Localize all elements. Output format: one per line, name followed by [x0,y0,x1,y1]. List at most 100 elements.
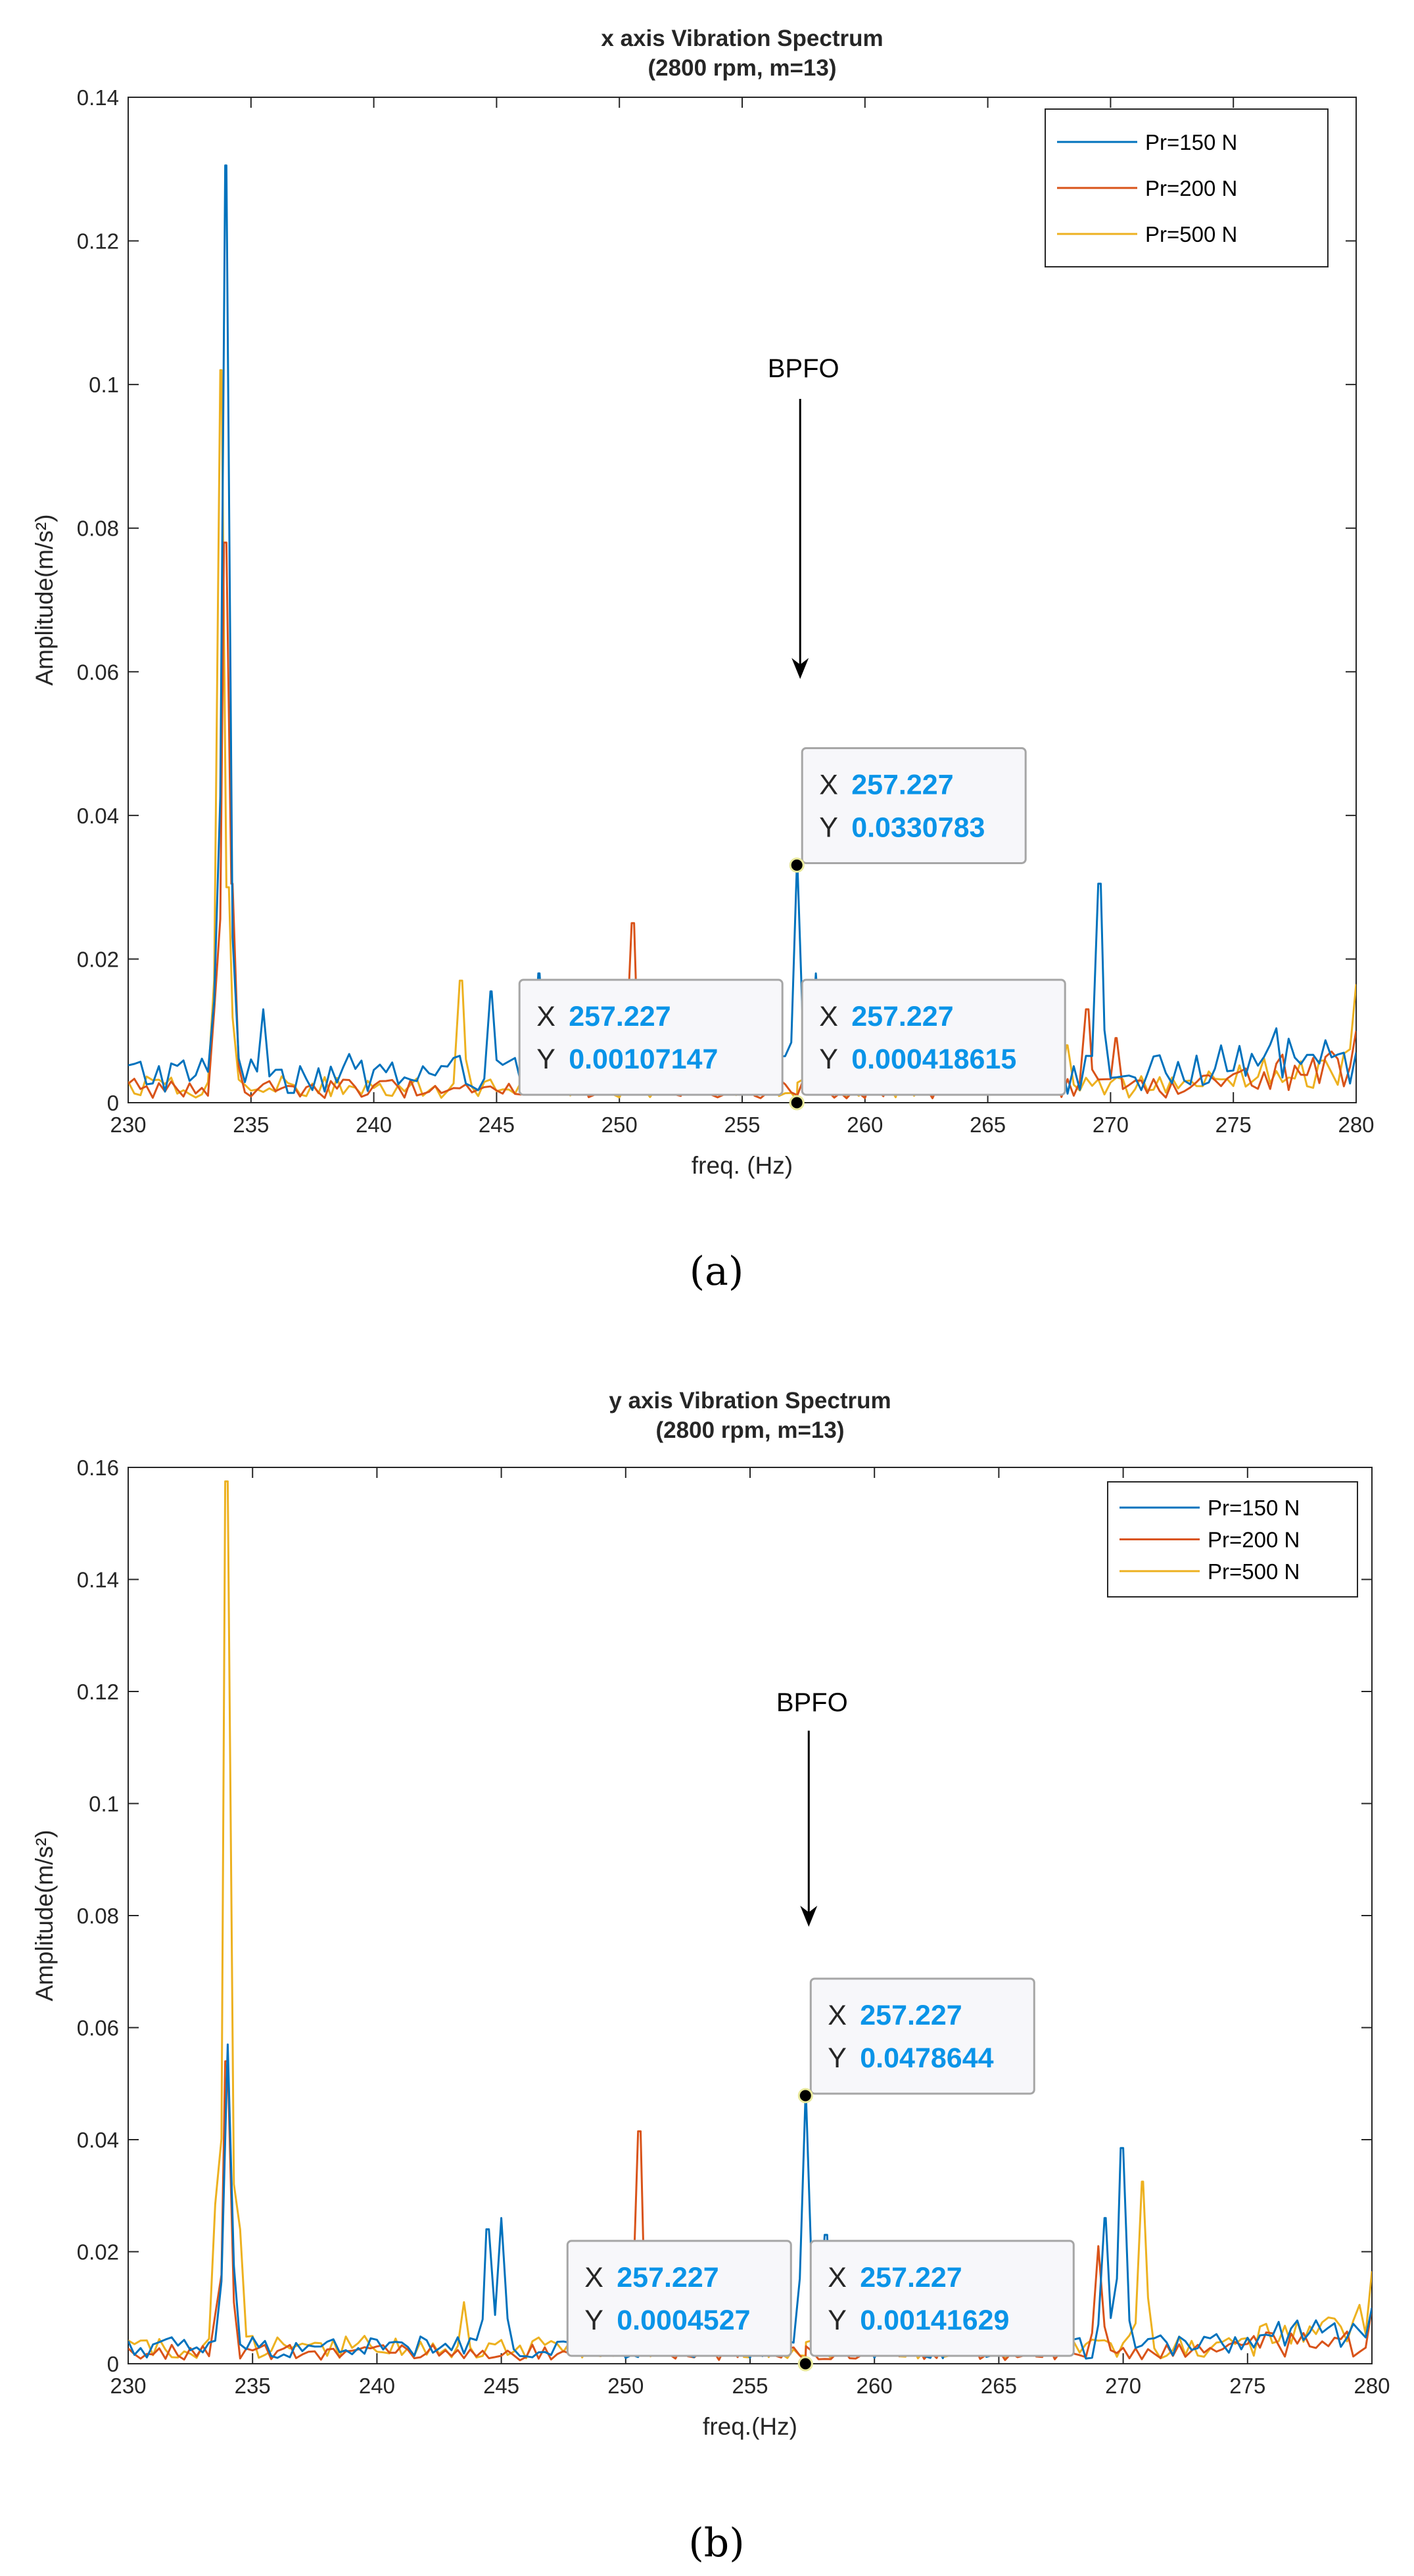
x-tick-label: 245 [479,1113,515,1137]
datatip-x-value: 257.227 [569,1001,671,1032]
datatip-y-value: 0.0330783 [851,812,985,844]
chart-subtitle: (2800 rpm, m=13) [648,55,837,81]
datatip-y-value: 0.0004527 [617,2305,750,2336]
y-tick-label: 0.12 [77,229,119,254]
bpfo-arrowhead [791,658,809,679]
x-tick-label: 275 [1229,2374,1265,2398]
datatip-box [566,2240,792,2357]
datatip-y-key: Y [819,1044,838,1075]
datatip-x-value: 257.227 [860,2000,962,2031]
legend-entry: Pr=150 N [1208,1496,1300,1520]
legend-entry: Pr=500 N [1145,222,1237,246]
x-tick-label: 255 [724,1113,760,1137]
plot-area [128,1467,1373,2364]
legend-entry: Pr=150 N [1145,130,1237,154]
legend: Pr=150 N Pr=200 N Pr=500 N [1045,108,1329,267]
y-tick-label: 0.02 [77,947,119,971]
y-tick-label: 0.06 [77,660,119,684]
x-tick-label: 250 [607,2374,644,2398]
y-tick-label: 0.02 [77,2240,119,2265]
x-tick-label: 250 [601,1113,638,1137]
chart-title: x axis Vibration Spectrum [601,26,883,51]
datatip-x-key: X [828,2000,847,2031]
datatip-x-value: 257.227 [860,2262,962,2293]
legend-entry: Pr=500 N [1208,1559,1300,1584]
datatip-x-key: X [828,2262,847,2293]
y-tick-label: 0.04 [77,804,119,828]
datatip-y-key: Y [584,2305,603,2336]
datatip-y-key: Y [536,1044,555,1075]
datatip-x-value: 257.227 [851,770,953,801]
y-tick-label: 0.1 [89,1792,119,1816]
y-axis-label: Amplitude(m/s²) [31,514,58,685]
datatip-x-key: X [819,770,838,801]
datatip-box [518,978,784,1096]
x-tick-label: 280 [1354,2374,1390,2398]
x-tick-label: 260 [847,1113,883,1137]
x-axis-label: freq.(Hz) [703,2413,797,2440]
datatip: X 257.227 Y 0.0004527 [566,2240,813,2372]
datatip-y-key: Y [828,2305,847,2336]
datatip-x-key: X [536,1001,555,1032]
x-tick-label: 235 [233,1113,269,1137]
datatip: X 257.227 Y 0.00107147 [518,978,805,1111]
y-tick-label: 0.04 [77,2128,119,2152]
datatip-x-value: 257.227 [851,1001,953,1032]
datatip-box [809,2240,1075,2357]
y-tick-label: 0.14 [77,1568,119,1592]
datatip: X 257.227 Y 0.00141629 [797,2240,1075,2372]
datatip-marker [797,2356,813,2372]
datatip: X 257.227 Y 0.0478644 [797,1977,1035,2104]
bpfo-label: BPFO [768,354,839,383]
y-tick-label: 0.16 [77,1456,119,1480]
x-tick-label: 255 [732,2374,768,2398]
x-tick-label: 245 [483,2374,519,2398]
y-tick-label: 0.14 [77,85,119,110]
datatip-y-value: 0.000418615 [851,1044,1016,1075]
x-tick-label: 230 [110,2374,146,2398]
datatip: X 257.227 Y 0.0330783 [789,747,1027,873]
x-tick-label: 270 [1105,2374,1141,2398]
datatip-box [809,1977,1035,2095]
datatip-marker [797,2088,813,2104]
datatip-y-value: 0.0478644 [860,2042,993,2074]
x-tick-label: 260 [857,2374,893,2398]
y-tick-label: 0.08 [77,517,119,541]
x-tick-label: 240 [359,2374,395,2398]
datatip-y-value: 0.00107147 [569,1044,718,1075]
datatip-y-value: 0.00141629 [860,2305,1009,2336]
datatip-x-value: 257.227 [617,2262,719,2293]
datatip-x-key: X [584,2262,603,2293]
legend-entry: Pr=200 N [1208,1528,1300,1552]
datatip-x-key: X [819,1001,838,1032]
bpfo-arrowhead [800,1906,818,1927]
y-tick-label: 0.08 [77,1904,119,1928]
chart-panel-b: y axis Vibration Spectrum (2800 rpm, m=13… [31,1388,1390,2566]
y-axis-label: Amplitude(m/s²) [31,1829,58,2001]
x-tick-label: 280 [1338,1113,1374,1137]
x-tick-label: 275 [1215,1113,1252,1137]
chart-subtitle: (2800 rpm, m=13) [656,1417,845,1443]
bpfo-label: BPFO [776,1688,848,1717]
x-tick-label: 270 [1093,1113,1129,1137]
datatip-marker [789,858,805,873]
panel-caption: (b) [688,2520,744,2566]
legend-entry: Pr=200 N [1145,176,1237,200]
y-tick-label: 0 [107,1091,119,1115]
datatip-marker [789,1095,805,1111]
x-tick-label: 230 [110,1113,146,1137]
chart-panel-a: x axis Vibration Spectrum (2800 rpm, m=13… [31,26,1375,1295]
y-tick-label: 0.1 [89,373,119,397]
y-tick-label: 0.12 [77,1680,119,1704]
y-tick-label: 0 [107,2352,119,2376]
x-tick-label: 240 [356,1113,392,1137]
datatip: X 257.227 Y 0.000418615 [789,978,1066,1111]
x-tick-label: 235 [235,2374,271,2398]
x-axis-label: freq. (Hz) [692,1152,793,1179]
x-tick-label: 265 [970,1113,1006,1137]
datatip-box [801,978,1066,1096]
x-tick-label: 265 [981,2374,1017,2398]
y-tick-label: 0.06 [77,2016,119,2040]
datatip-box [801,747,1027,865]
